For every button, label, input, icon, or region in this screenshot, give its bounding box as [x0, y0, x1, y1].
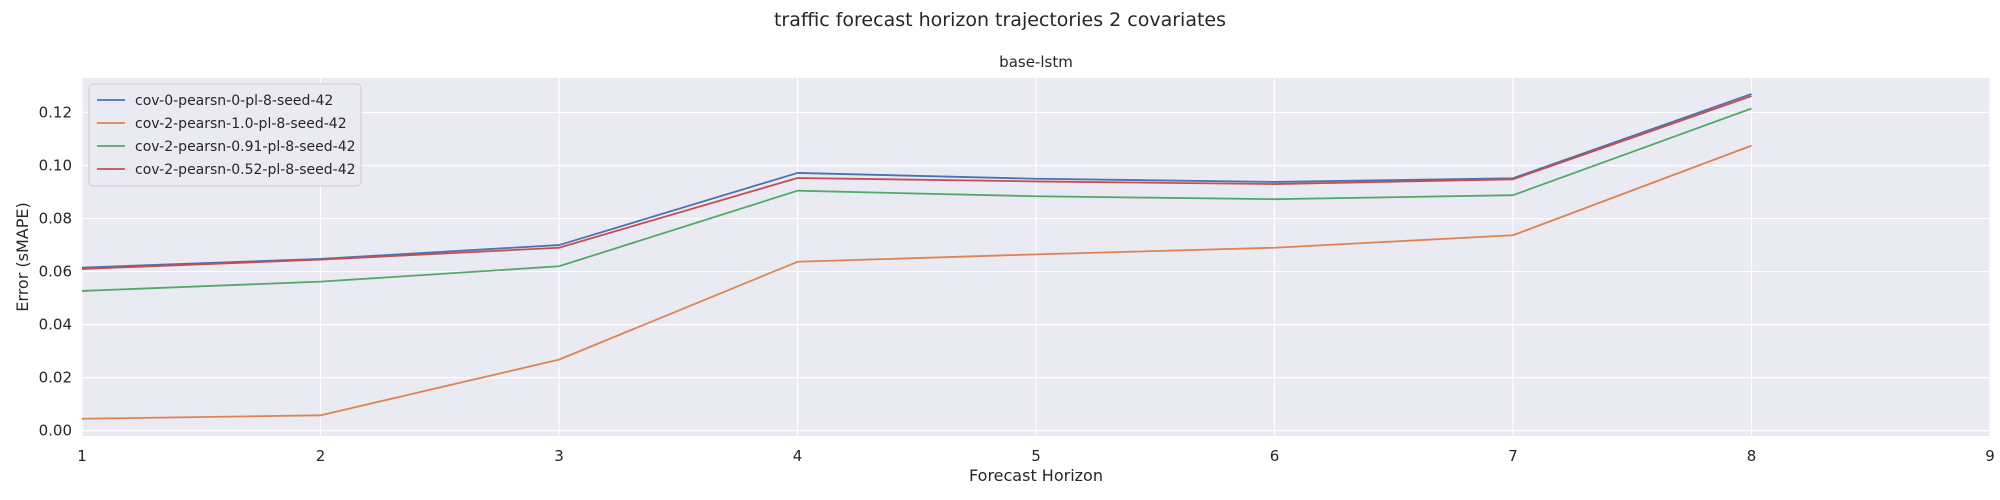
axes-title: base-lstm: [999, 53, 1073, 71]
legend-box: [88, 83, 362, 187]
x-tick-label: 8: [1747, 447, 1757, 465]
y-tick-labels: 0.00 0.02 0.04 0.06 0.08 0.10 0.12: [39, 103, 72, 439]
x-tick-label: 3: [554, 447, 564, 465]
legend-label: cov-2-pearsn-1.0-pl-8-seed-42: [135, 116, 347, 132]
series-line-2: [81, 144, 1752, 420]
y-tick-label: 0.04: [39, 316, 72, 334]
y-tick-label: 0.00: [39, 422, 72, 440]
series-line-3: [81, 107, 1752, 292]
x-tick-label: 7: [1508, 447, 1518, 465]
x-tick-label: 4: [793, 447, 803, 465]
x-tick-label: 2: [316, 447, 326, 465]
x-tick-label: 5: [1031, 447, 1041, 465]
series-line-4: [81, 95, 1752, 270]
x-tick-label: 6: [1270, 447, 1280, 465]
y-tick-label: 0.08: [39, 210, 72, 228]
grid-lines: [81, 78, 1991, 436]
series-line-1: [81, 93, 1752, 269]
legend-label: cov-2-pearsn-0.91-pl-8-seed-42: [135, 139, 356, 155]
x-tick-label: 9: [1985, 447, 1995, 465]
legend: cov-0-pearsn-0-pl-8-seed-42 cov-2-pearsn-…: [88, 83, 362, 187]
y-axis-label: Error (sMAPE): [13, 202, 32, 311]
y-tick-label: 0.02: [39, 369, 72, 387]
x-tick-label: 1: [77, 447, 87, 465]
legend-label: cov-2-pearsn-0.52-pl-8-seed-42: [135, 162, 356, 178]
x-tick-labels: 1 2 3 4 5 6 7 8 9: [77, 447, 1995, 465]
series-lines: [81, 93, 1752, 420]
y-tick-label: 0.06: [39, 263, 72, 281]
x-axis-label: Forecast Horizon: [969, 466, 1103, 485]
figure-title: traffic forecast horizon trajectories 2 …: [774, 9, 1226, 31]
y-tick-label: 0.10: [39, 157, 72, 175]
y-tick-label: 0.12: [39, 103, 72, 121]
legend-label: cov-0-pearsn-0-pl-8-seed-42: [135, 93, 333, 109]
